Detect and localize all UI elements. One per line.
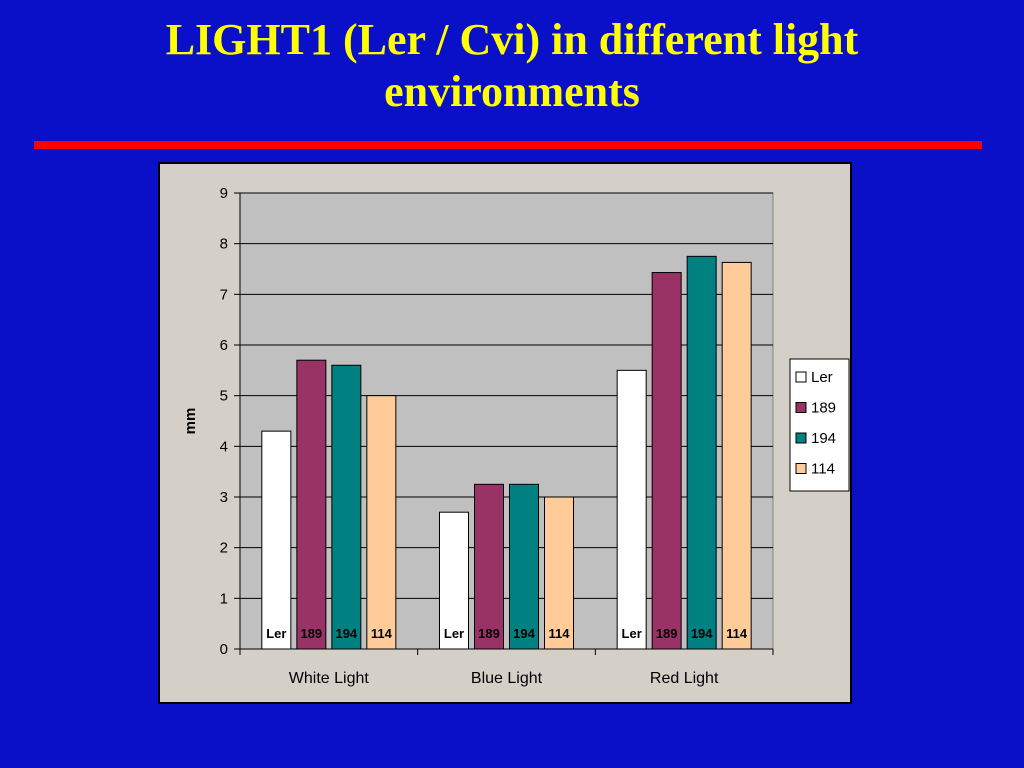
slide-title: LIGHT1 (Ler / Cvi) in different light en…	[165, 15, 859, 116]
bar-ler-white-light	[261, 430, 292, 650]
bar-ler-blue-light	[439, 511, 469, 650]
y-tick-label: 3	[220, 489, 228, 506]
legend-swatch-194	[795, 432, 807, 444]
legend-label: Ler	[811, 369, 833, 386]
bar-114-blue-light	[544, 496, 574, 650]
bar-series-label: 114	[549, 626, 571, 641]
chart-area: 0 1 2 3 4 5 6 7 8 9 mm White Light Ler 189 194 114 Blue …	[158, 162, 852, 704]
bar-chart: 0 1 2 3 4 5 6 7 8 9 mm White Light Ler 189 194 114 Blue …	[182, 185, 850, 687]
x-category-label: Red Light	[650, 670, 719, 687]
y-tick-label: 1	[220, 590, 228, 607]
x-category-label: White Light	[289, 670, 370, 687]
bar-114-red-light	[721, 261, 752, 650]
bar-series-label: Ler	[444, 626, 464, 641]
legend-swatch-114	[795, 463, 807, 474]
bar-series-label: 189	[300, 626, 322, 641]
x-category-label: Blue Light	[471, 670, 543, 687]
bar-series-label: Ler	[622, 626, 642, 641]
y-tick-label: 4	[220, 438, 228, 455]
legend-swatch-ler	[795, 371, 807, 383]
bar-series-label: 194	[335, 626, 357, 641]
bar-194-red-light	[686, 255, 717, 650]
y-tick-label: 7	[220, 286, 228, 303]
title-divider	[34, 141, 982, 149]
bar-series-label: 189	[656, 626, 678, 641]
bar-series-label: 114	[726, 626, 748, 641]
plot-area	[239, 192, 774, 650]
y-tick-label: 0	[220, 641, 228, 658]
bar-189-red-light	[651, 272, 682, 650]
legend-label: 194	[811, 430, 836, 447]
y-tick-label: 8	[220, 236, 228, 253]
bar-series-label: 189	[478, 626, 500, 641]
legend-label: 189	[811, 400, 836, 417]
bar-series-label: 194	[691, 626, 713, 641]
y-tick-label: 5	[220, 388, 228, 405]
y-tick-label: 9	[220, 185, 228, 202]
bar-189-blue-light	[474, 483, 504, 650]
bar-ler-red-light	[616, 369, 647, 650]
bar-series-label: 194	[513, 626, 535, 641]
y-tick-label: 2	[220, 540, 228, 557]
bar-189-white-light	[296, 359, 327, 650]
y-tick-label: 6	[220, 337, 228, 354]
y-axis-label: mm	[182, 408, 199, 435]
bar-114-white-light	[366, 395, 397, 650]
legend-swatch-189	[795, 402, 807, 413]
bar-194-blue-light	[509, 483, 539, 650]
bar-series-label: Ler	[266, 626, 286, 641]
bar-194-white-light	[331, 364, 362, 650]
legend-label: 114	[811, 461, 835, 478]
bar-series-label: 114	[371, 626, 393, 641]
